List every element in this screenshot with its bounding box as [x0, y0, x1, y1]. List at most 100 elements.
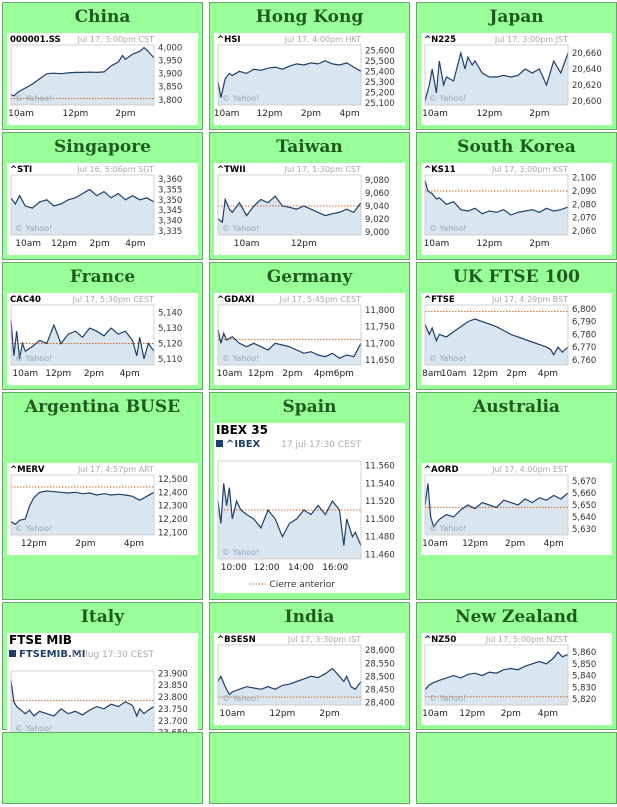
y-tick-label: 28,450 [365, 685, 395, 695]
y-tick-label: 5,120 [158, 339, 182, 349]
market-name: New Zealand [455, 607, 578, 627]
x-tick-label: 12pm [51, 239, 77, 249]
x-tick-label: 10am [219, 709, 245, 719]
legend-label: Cierre anterior [270, 580, 336, 590]
y-tick-label: 5,630 [572, 525, 596, 535]
ticker-symbol[interactable]: ^BSESN [217, 635, 256, 645]
market-cell: Argentina BUSE ^MERV Jul 17, 4:57pm ART 12,… [2, 392, 203, 600]
y-tick-label: 5,820 [572, 695, 596, 705]
y-tick-label: 25,200 [365, 88, 395, 98]
price-area [425, 319, 568, 365]
y-tick-label: 23.750 [158, 705, 188, 715]
x-tick-label: 4pm [124, 539, 144, 549]
yahoo-watermark: © Yahoo! [429, 694, 466, 703]
ticker-symbol[interactable]: ^MERV [10, 465, 45, 475]
y-tick-label: 25,100 [365, 99, 395, 109]
y-tick-label: 5,140 [158, 309, 182, 319]
ticker-symbol[interactable]: ^STI [10, 165, 32, 175]
yahoo-watermark: © Yahoo! [15, 224, 52, 233]
price-chart: ^AORD Jul 17, 4:00pm EST 5,670 5,660 5,650 5,… [422, 465, 596, 549]
x-tick-label: 12pm [62, 109, 88, 119]
timestamp: Jul 17, 5:00pm NZST [485, 635, 568, 644]
y-tick-label: 5,640 [572, 513, 596, 523]
chart-panel: ^KS11 Jul 17, 3:00pm KST 2,100 2,090 2,080 2,… [421, 163, 612, 255]
timestamp: Jul 16, 5:06pm SGT [76, 165, 154, 174]
ticker-symbol[interactable]: CAC40 [10, 295, 41, 305]
ticker-symbol[interactable]: ^IBEX [226, 439, 261, 450]
y-tick-label: 9,000 [365, 228, 389, 238]
market-cell: Italy FTSE MIB FTSEMIB.MI 17 lug 17:30 CEST… [2, 602, 203, 769]
y-tick-label: 6,790 [572, 318, 596, 328]
x-tick-label: 10am [422, 539, 448, 549]
y-tick-label: 12,500 [158, 475, 188, 485]
price-area [11, 189, 154, 235]
y-tick-label: 23.700 [158, 717, 188, 727]
price-line [217, 483, 362, 546]
y-tick-label: 11.560 [365, 461, 395, 471]
x-tick-label: 10am [12, 369, 38, 379]
ticker-symbol[interactable]: FTSEMIB.MI [19, 649, 85, 660]
ticker-symbol[interactable]: ^KS11 [424, 165, 456, 175]
timestamp: Jul 17, 5:45pm CEST [279, 295, 362, 304]
chart-panel: CAC40 Jul 17, 5:30pm CEST 5,140 5,130 5,120 5… [7, 293, 198, 385]
y-tick-label: 11.500 [365, 515, 395, 525]
market-name: Argentina BUSE [24, 397, 181, 417]
x-tick-label: 12pm [459, 709, 485, 719]
x-tick-label: 6pm [334, 369, 354, 379]
x-tick-label: 4pm [125, 239, 145, 249]
timestamp: 17 jul 17:30 CEST [281, 440, 361, 450]
y-tick-label: 11,800 [365, 306, 395, 316]
x-tick-label: 10am [234, 239, 260, 249]
price-chart: ^N225 Jul 17, 3:00pm JST 20,660 20,640 20,62… [422, 35, 602, 119]
x-tick-label: 12pm [462, 539, 488, 549]
y-tick-label: 12,400 [158, 488, 188, 498]
series-marker [216, 440, 223, 447]
yahoo-watermark: © Yahoo! [15, 524, 52, 533]
ticker-symbol[interactable]: 000001.SS [10, 35, 61, 45]
ticker-symbol[interactable]: ^FTSE [424, 295, 455, 305]
x-tick-label: 16:00 [322, 563, 348, 573]
price-area [11, 47, 154, 105]
market-cell: South Korea ^KS11 Jul 17, 3:00pm KST 2,100 2… [416, 132, 617, 260]
x-tick-label: 12pm [248, 369, 274, 379]
yahoo-watermark: © Yahoo! [222, 548, 259, 557]
y-tick-label: 3,335 [158, 227, 182, 237]
x-tick-label: 8am [422, 369, 442, 379]
y-tick-label: 28,500 [365, 672, 395, 682]
y-tick-label: 3,850 [158, 83, 182, 93]
plot-frame [424, 304, 569, 366]
y-tick-label: 23.850 [158, 681, 188, 691]
price-area [218, 668, 361, 705]
y-tick-label: 5,860 [572, 648, 596, 658]
timestamp: Jul 17, 3:00pm KST [491, 165, 568, 174]
y-tick-label: 5,660 [572, 489, 596, 499]
ticker-symbol[interactable]: ^NZ50 [424, 635, 456, 645]
ticker-symbol[interactable]: ^GDAXI [217, 295, 254, 305]
market-cell: Germany ^GDAXI Jul 17, 5:45pm CEST 11,800 11… [209, 262, 410, 390]
ticker-symbol[interactable]: ^N225 [424, 35, 456, 45]
price-chart: ^MERV Jul 17, 4:57pm ART 12,500 12,400 12,30… [10, 465, 188, 549]
plot-frame [10, 474, 155, 536]
ticker-symbol[interactable]: ^TWII [217, 165, 246, 175]
price-line [10, 490, 155, 526]
market-name: Spain [282, 397, 337, 417]
yahoo-watermark: © Yahoo! [222, 354, 259, 363]
yahoo-watermark: © Yahoo! [222, 224, 259, 233]
ticker-symbol[interactable]: ^AORD [424, 465, 459, 475]
x-tick-label: 12pm [476, 109, 502, 119]
price-chart: ^STI Jul 16, 5:06pm SGT3,3603,3553,3503,3… [10, 165, 182, 249]
x-tick-label: 14:00 [288, 563, 314, 573]
plot-frame [10, 304, 155, 366]
ticker-symbol[interactable]: ^HSI [217, 35, 241, 45]
plot-frame [10, 174, 155, 236]
chart-panel: ^FTSE Jul 17, 4:29pm BST 6,800 6,790 6,780 6,… [421, 293, 612, 385]
chart-panel: ^GDAXI Jul 17, 5:45pm CEST 11,800 11,750 11,… [214, 293, 405, 385]
y-tick-label: 3,345 [158, 206, 182, 216]
price-chart: ^HSI Jul 17, 4:00pm HKT 25,60025,50025,400… [214, 35, 395, 119]
price-area [218, 483, 361, 559]
price-area [425, 483, 568, 535]
y-tick-label: 25,400 [365, 67, 395, 77]
empty-cell [416, 732, 617, 804]
